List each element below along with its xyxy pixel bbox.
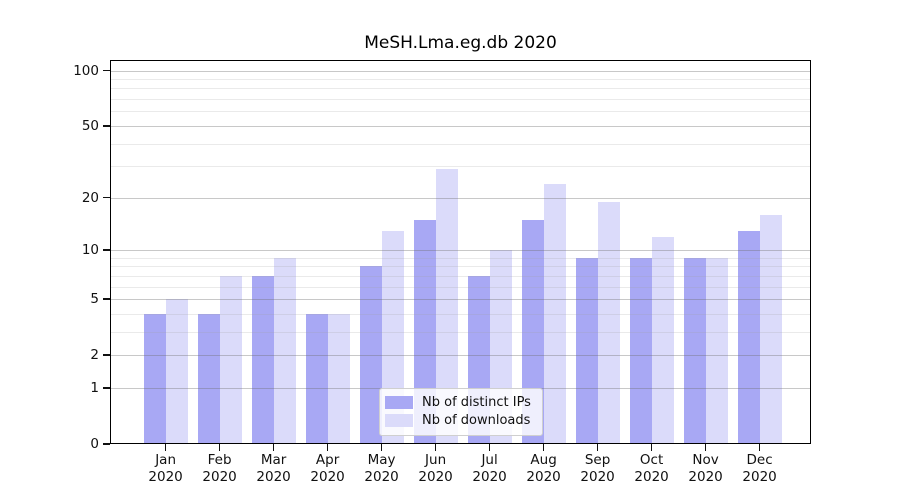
x-tick-label-sep: Sep 2020 (580, 452, 615, 485)
x-tick-label-feb: Feb 2020 (202, 452, 237, 485)
y-tick-label-5: 5 (90, 291, 99, 307)
x-tick-label-nov: Nov 2020 (688, 452, 723, 485)
x-tick-label-dec: Dec 2020 (742, 452, 777, 485)
legend-item-downloads: Nb of downloads (385, 413, 542, 428)
legend-item-distinct-ips: Nb of distinct IPs (385, 395, 542, 410)
x-tick-jun (434, 444, 437, 451)
x-tick-sep (596, 444, 599, 451)
legend-swatch-distinct-ips (385, 396, 413, 409)
bar-distinct-ips-nov (683, 257, 706, 444)
x-tick-label-mar: Mar 2020 (256, 452, 291, 485)
legend-label-distinct-ips: Nb of distinct IPs (422, 395, 531, 410)
bar-distinct-ips-sep (575, 257, 598, 444)
bar-downloads-apr (327, 313, 350, 444)
x-tick-apr (326, 444, 329, 451)
y-tick-2 (103, 354, 110, 356)
x-tick-jan (164, 444, 167, 451)
y-tick-label-50: 50 (81, 117, 99, 134)
x-tick-aug (542, 444, 545, 451)
bar-downloads-feb (219, 275, 242, 444)
bar-downloads-mar (273, 257, 296, 444)
x-tick-label-oct: Oct 2020 (634, 452, 669, 485)
bar-distinct-ips-apr (305, 313, 328, 444)
bar-downloads-oct (651, 236, 674, 444)
y-tick-5 (103, 298, 110, 300)
x-tick-dec (758, 444, 761, 451)
bar-downloads-aug (543, 183, 566, 444)
x-tick-jul (488, 444, 491, 451)
y-tick-label-10: 10 (81, 242, 99, 258)
chart-title: MeSH.Lma.eg.db 2020 (364, 33, 557, 53)
x-tick-mar (272, 444, 275, 451)
bars-layer (110, 60, 811, 444)
y-tick-label-0: 0 (90, 436, 99, 452)
bar-distinct-ips-may (359, 266, 382, 444)
y-tick-label-100: 100 (73, 62, 99, 79)
bar-downloads-dec (759, 214, 782, 444)
x-tick-feb (218, 444, 221, 451)
x-tick-label-jun: Jun 2020 (418, 452, 453, 485)
y-tick-label-1: 1 (90, 379, 99, 396)
bar-downloads-jan (165, 299, 188, 444)
y-tick-0 (103, 443, 110, 445)
y-tick-100 (103, 69, 110, 72)
legend-swatch-downloads (385, 414, 413, 427)
x-tick-label-jan: Jan 2020 (148, 452, 183, 485)
y-tick-label-2: 2 (90, 347, 99, 364)
bar-distinct-ips-feb (197, 313, 220, 444)
x-tick-may (380, 444, 383, 451)
plot-area: Nb of distinct IPs Nb of downloads (110, 59, 811, 444)
bar-distinct-ips-mar (251, 275, 274, 444)
bar-distinct-ips-oct (629, 257, 652, 444)
legend: Nb of distinct IPs Nb of downloads (379, 387, 543, 436)
x-tick-label-aug: Aug 2020 (526, 452, 561, 485)
bar-distinct-ips-dec (737, 230, 760, 444)
bar-downloads-sep (597, 201, 620, 444)
bar-downloads-jun (435, 168, 458, 444)
x-tick-label-apr: Apr 2020 (310, 452, 345, 485)
x-tick-label-may: May 2020 (364, 452, 399, 485)
legend-label-downloads: Nb of downloads (422, 413, 531, 428)
x-tick-label-jul: Jul 2020 (472, 452, 507, 485)
y-tick-10 (103, 249, 110, 251)
y-tick-50 (103, 125, 110, 127)
x-tick-oct (650, 444, 653, 451)
x-tick-nov (704, 444, 707, 451)
y-tick-label-20: 20 (81, 189, 99, 206)
y-tick-1 (103, 387, 110, 389)
y-tick-20 (103, 196, 110, 199)
bar-distinct-ips-jan (143, 313, 166, 444)
bar-downloads-nov (705, 257, 728, 444)
